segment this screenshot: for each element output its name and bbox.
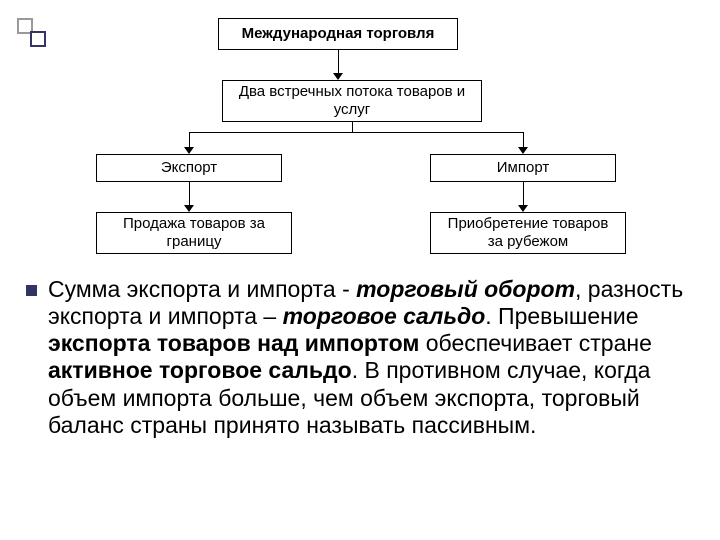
paragraph-span: торговый оборот [356, 276, 575, 302]
paragraph-span: экспорта товаров над импортом [48, 330, 419, 356]
slide: { "decor": { "sq1": { "x": 17, "y": 18, … [0, 0, 720, 540]
box-import-desc: Приобретение товаров за рубежом [430, 212, 626, 254]
paragraph-span: Сумма экспорта и импорта - [48, 276, 356, 302]
paragraph-span: обеспечивает стране [419, 330, 652, 356]
bullet-icon [26, 285, 37, 296]
box-export-desc: Продажа товаров за границу [96, 212, 292, 254]
box-export-text: Экспорт [161, 159, 217, 177]
box-export-desc-text: Продажа товаров за границу [105, 215, 283, 251]
paragraph-span: торговое сальдо [283, 303, 486, 329]
body-paragraph: Сумма экспорта и импорта - торговый обор… [48, 276, 688, 439]
decor-square-2 [30, 31, 46, 47]
box-import: Импорт [430, 154, 616, 182]
box-title: Международная торговля [218, 18, 458, 50]
paragraph-span: . Превышение [485, 303, 638, 329]
box-flows-text: Два встречных потока товаров и услуг [231, 83, 473, 119]
box-import-desc-text: Приобретение товаров за рубежом [439, 215, 617, 251]
box-export: Экспорт [96, 154, 282, 182]
box-two-flows: Два встречных потока товаров и услуг [222, 80, 482, 122]
box-title-text: Международная торговля [242, 25, 435, 43]
paragraph-span: активное торговое сальдо [48, 357, 352, 383]
box-import-text: Импорт [497, 159, 549, 177]
